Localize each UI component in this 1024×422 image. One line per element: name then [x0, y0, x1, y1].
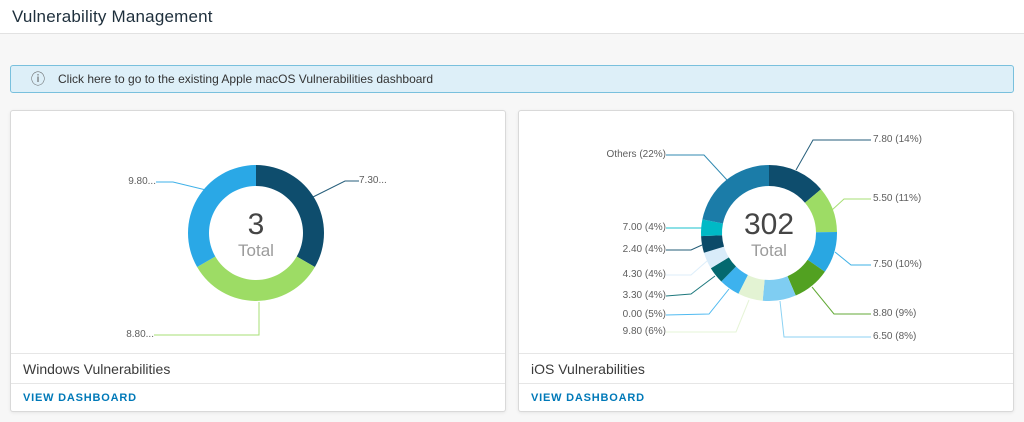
- card-title: iOS Vulnerabilities: [519, 353, 1013, 383]
- chart-label: 9.80...: [128, 176, 156, 187]
- info-circle-icon: ⓘ: [31, 71, 45, 87]
- donut-slice-2.40[interactable]: [701, 235, 725, 253]
- ios-donut-chart[interactable]: [519, 111, 1013, 353]
- windows-donut-chart[interactable]: [11, 111, 505, 353]
- chart-label: 8.80...: [126, 329, 154, 340]
- donut-slice-7.00[interactable]: [701, 219, 723, 237]
- donut-slice-9.80[interactable]: [188, 165, 256, 267]
- donut-slice-0.00[interactable]: [721, 266, 748, 294]
- chart-label: 5.50 (11%): [873, 193, 922, 204]
- chart-label: 2.40 (4%): [622, 244, 666, 255]
- windows-chart-area: 3 Total 9.80... 7.30... 8.80...: [11, 111, 505, 353]
- content: ⓘ Click here to go to the existing Apple…: [0, 34, 1024, 412]
- page-header: Vulnerability Management: [0, 0, 1024, 34]
- cards-row: 3 Total 9.80... 7.30... 8.80... Windows …: [10, 110, 1014, 412]
- chart-leader-lines: [665, 139, 871, 338]
- chart-label: 0.00 (5%): [622, 309, 666, 320]
- donut-slice-8.80[interactable]: [197, 256, 315, 302]
- chart-label: 7.00 (4%): [622, 222, 666, 233]
- donut-slice-7.80[interactable]: [769, 165, 822, 203]
- view-dashboard-link[interactable]: VIEW DASHBOARD: [519, 383, 1013, 411]
- banner-text: Click here to go to the existing Apple m…: [58, 72, 434, 86]
- donut-slice-3.30[interactable]: [710, 257, 737, 282]
- chart-label: 6.50 (8%): [873, 331, 917, 342]
- donut-slice-5.50[interactable]: [804, 189, 837, 233]
- donut-slices: [188, 165, 324, 301]
- card-title: Windows Vulnerabilities: [11, 353, 505, 383]
- donut-slice-6.50[interactable]: [762, 276, 796, 301]
- donut-slice-8.80[interactable]: [787, 259, 825, 296]
- donut-slices: [701, 165, 837, 301]
- chart-label: 3.30 (4%): [622, 290, 666, 301]
- windows-vulnerabilities-card: 3 Total 9.80... 7.30... 8.80... Windows …: [10, 110, 506, 412]
- ios-vulnerabilities-card: 302 Total Others (22%) 7.00 (4%) 2.40 (4…: [518, 110, 1014, 412]
- chart-leader-lines: [154, 180, 359, 336]
- chart-label: 8.80 (9%): [873, 308, 917, 319]
- chart-label: Others (22%): [606, 149, 666, 160]
- donut-slice-7.50[interactable]: [807, 231, 837, 272]
- info-banner[interactable]: ⓘ Click here to go to the existing Apple…: [10, 65, 1014, 93]
- ios-chart-area: 302 Total Others (22%) 7.00 (4%) 2.40 (4…: [519, 111, 1013, 353]
- chart-label: 7.30...: [359, 175, 387, 186]
- donut-slice-4.30[interactable]: [703, 246, 729, 269]
- donut-slice-9.80[interactable]: [738, 274, 765, 301]
- chart-label: 9.80 (6%): [622, 326, 666, 337]
- chart-label: 4.30 (4%): [622, 269, 666, 280]
- donut-slice-Others[interactable]: [702, 165, 769, 224]
- chart-label: 7.50 (10%): [873, 259, 922, 270]
- page-title: Vulnerability Management: [12, 7, 213, 26]
- donut-slice-7.30[interactable]: [256, 165, 324, 267]
- chart-label: 7.80 (14%): [873, 134, 922, 145]
- view-dashboard-link[interactable]: VIEW DASHBOARD: [11, 383, 505, 411]
